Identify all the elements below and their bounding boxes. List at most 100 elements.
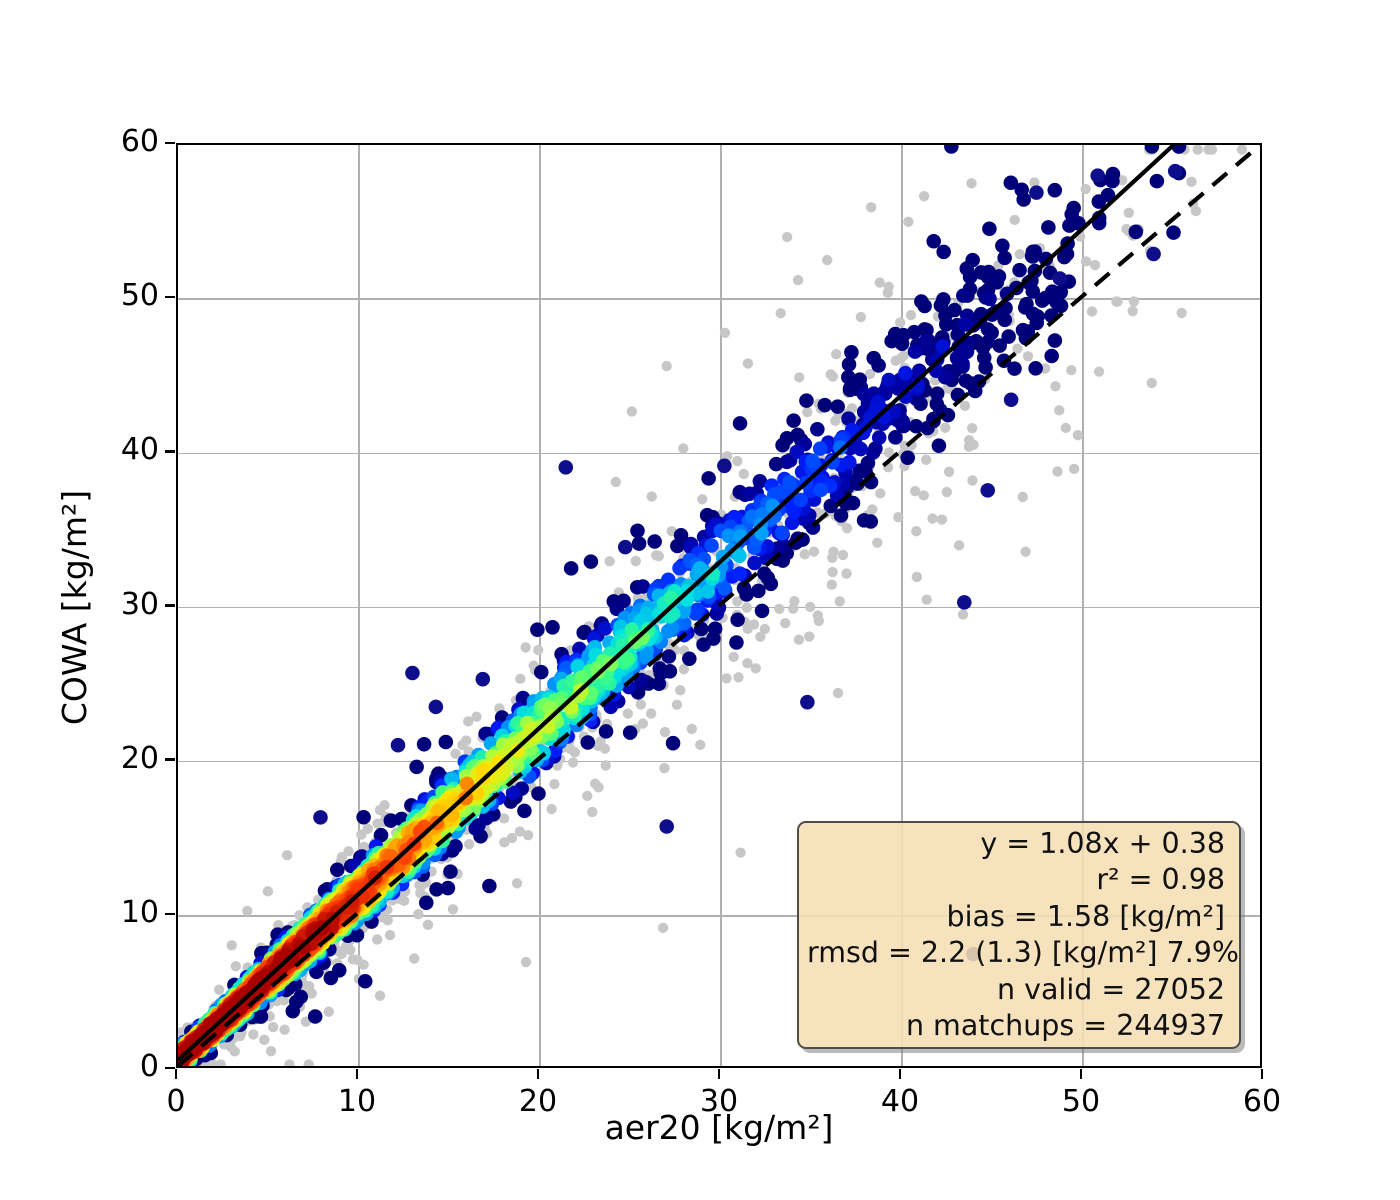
scatter-point bbox=[580, 735, 596, 750]
scatter-point bbox=[1041, 220, 1056, 235]
y-tick-mark bbox=[165, 1066, 175, 1070]
scatter-point bbox=[826, 579, 837, 590]
scatter-point bbox=[265, 1045, 277, 1057]
scatter-point bbox=[822, 254, 833, 266]
scatter-point bbox=[733, 672, 744, 683]
scatter-point bbox=[847, 473, 863, 488]
scatter-point bbox=[936, 292, 951, 307]
scatter-point bbox=[1029, 315, 1044, 331]
scatter-point bbox=[893, 512, 904, 523]
scatter-point bbox=[784, 515, 800, 531]
scatter-point bbox=[1190, 205, 1202, 217]
scatter-point bbox=[992, 338, 1007, 353]
scatter-point bbox=[1012, 343, 1023, 354]
grid-line-vertical bbox=[901, 145, 903, 1066]
scatter-point bbox=[735, 847, 746, 858]
scatter-point bbox=[635, 699, 646, 710]
scatter-point bbox=[813, 482, 828, 498]
scatter-point bbox=[1019, 296, 1034, 312]
scatter-point bbox=[786, 413, 801, 428]
scatter-point bbox=[709, 606, 725, 621]
stats-line: r² = 0.98 bbox=[1096, 863, 1225, 896]
scatter-point bbox=[661, 649, 677, 664]
scatter-point bbox=[800, 694, 815, 710]
scatter-point bbox=[944, 145, 959, 154]
scatter-point bbox=[881, 372, 897, 388]
scatter-point bbox=[1080, 256, 1092, 267]
scatter-point bbox=[832, 687, 844, 699]
scatter-point bbox=[721, 673, 732, 684]
scatter-point bbox=[717, 581, 732, 596]
scatter-point bbox=[958, 373, 974, 389]
scatter-point bbox=[728, 651, 739, 663]
scatter-point bbox=[468, 821, 483, 836]
scatter-point bbox=[1203, 145, 1214, 155]
scatter-point bbox=[660, 624, 676, 639]
scatter-point bbox=[729, 635, 744, 650]
scatter-point bbox=[422, 919, 434, 930]
scatter-point bbox=[799, 393, 814, 408]
scatter-point bbox=[447, 904, 459, 915]
scatter-point bbox=[1112, 296, 1123, 307]
scatter-point bbox=[900, 450, 915, 466]
scatter-point bbox=[1060, 422, 1071, 434]
stats-line: n matchups = 244937 bbox=[905, 1009, 1225, 1042]
scatter-point bbox=[475, 671, 491, 687]
scatter-point bbox=[911, 526, 922, 537]
scatter-point bbox=[583, 554, 599, 569]
scatter-point bbox=[597, 621, 613, 636]
scatter-point bbox=[911, 571, 923, 583]
scatter-point bbox=[471, 711, 482, 722]
scatter-point bbox=[678, 443, 689, 454]
scatter-point bbox=[306, 988, 317, 999]
scatter-point bbox=[1093, 366, 1105, 377]
scatter-point bbox=[686, 723, 697, 735]
scatter-point bbox=[959, 400, 971, 412]
scatter-point bbox=[1052, 271, 1068, 286]
scatter-point bbox=[920, 454, 932, 466]
scatter-point bbox=[463, 838, 475, 850]
scatter-point bbox=[780, 618, 791, 629]
scatter-point bbox=[259, 1034, 270, 1045]
scatter-point bbox=[1038, 251, 1054, 267]
scatter-point bbox=[1086, 306, 1098, 317]
scatter-point bbox=[1100, 187, 1116, 203]
scatter-point bbox=[1039, 363, 1051, 374]
scatter-point bbox=[871, 430, 887, 445]
scatter-point bbox=[661, 360, 672, 372]
scatter-point bbox=[833, 440, 848, 455]
scatter-point bbox=[774, 603, 785, 615]
scatter-point bbox=[781, 231, 793, 243]
scatter-point bbox=[438, 734, 454, 750]
grid-line-horizontal bbox=[178, 915, 1260, 917]
scatter-point bbox=[230, 961, 241, 972]
scatter-point bbox=[1028, 361, 1043, 376]
scatter-point bbox=[593, 782, 604, 793]
scatter-point bbox=[706, 631, 721, 646]
scatter-point bbox=[281, 849, 293, 861]
scatter-point bbox=[697, 494, 708, 505]
scatter-point bbox=[730, 612, 745, 628]
scatter-point bbox=[506, 832, 518, 844]
scatter-point bbox=[882, 287, 893, 299]
scatter-point bbox=[1176, 307, 1187, 319]
scatter-point bbox=[1044, 348, 1059, 364]
scatter-point bbox=[802, 406, 813, 418]
scatter-point bbox=[661, 572, 676, 587]
scatter-point bbox=[747, 555, 762, 571]
scatter-point bbox=[742, 657, 753, 669]
scatter-point bbox=[1054, 405, 1065, 416]
scatter-point bbox=[732, 566, 748, 581]
scatter-point bbox=[846, 403, 858, 414]
scatter-point bbox=[626, 406, 638, 417]
scatter-point bbox=[842, 381, 858, 396]
scatter-point bbox=[853, 441, 868, 457]
scatter-point bbox=[754, 603, 770, 619]
scatter-point bbox=[792, 274, 804, 286]
scatter-point bbox=[936, 244, 951, 260]
scatter-point bbox=[514, 826, 526, 837]
scatter-point bbox=[1037, 290, 1053, 306]
x-tick-mark bbox=[1260, 1069, 1264, 1079]
scatter-point bbox=[1192, 145, 1203, 155]
scatter-point bbox=[921, 594, 932, 605]
